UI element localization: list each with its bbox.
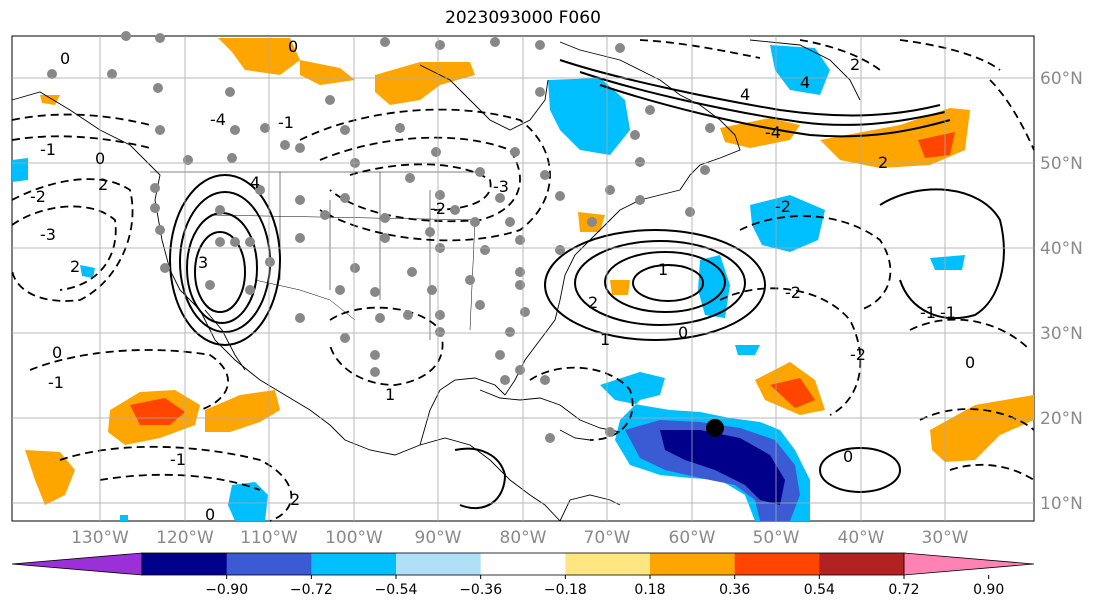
contour-label: 0 [288, 37, 298, 56]
colorbar-swatch [734, 553, 820, 575]
contour-label: 0 [52, 343, 62, 362]
contour-label: 0 [678, 323, 688, 342]
contour-label: 2 [850, 55, 860, 74]
observation-stations [47, 31, 715, 443]
colorbar-tick-label: −0.72 [290, 582, 333, 598]
colorbar-tick-label: 0.18 [634, 582, 665, 598]
contour-label: 3 [198, 253, 208, 272]
contour-label: 4 [800, 73, 810, 92]
contour-label: -3 [40, 225, 56, 244]
contour-label: 4 [740, 85, 750, 104]
shaded-anomalies [12, 38, 1034, 521]
colorbar-tick-label: 0.72 [888, 582, 919, 598]
lon-label: 40°W [838, 528, 885, 548]
contours-positive [169, 59, 1005, 510]
contour-label: 2 [878, 153, 888, 172]
lat-label: 10°N [1040, 494, 1083, 514]
colorbar-tick-label: 0.90 [973, 582, 1004, 598]
colorbar-swatch [565, 553, 651, 575]
graticule [12, 36, 1034, 521]
colorbar-outline [141, 552, 905, 576]
contour-label: 0 [965, 353, 975, 372]
lon-label: 70°W [584, 528, 631, 548]
colorbar-tick-label: −0.36 [459, 582, 502, 598]
lon-label: 90°W [415, 528, 462, 548]
map-title: 2023093000 F060 [445, 8, 601, 28]
contour-label: -4 [210, 110, 226, 129]
contour-label: 2 [588, 293, 598, 312]
contour-label: 1 [658, 260, 668, 279]
contour-label: -2 [785, 283, 801, 302]
lon-label: 130°W [71, 528, 129, 548]
latitude-axis: 60°N 50°N 40°N 30°N 20°N 10°N [1040, 69, 1083, 514]
colorbar-tick-label: −0.18 [544, 582, 587, 598]
contour-label: -3 [493, 177, 509, 196]
storm-center-marker [706, 419, 724, 437]
contour-label: 0 [843, 447, 853, 466]
contour-label: 0 [95, 149, 105, 168]
lat-label: 60°N [1040, 69, 1083, 89]
colorbar-tick-label: −0.54 [375, 582, 418, 598]
colorbar-extend-low [11, 552, 143, 576]
lat-label: 30°N [1040, 324, 1083, 344]
lat-label: 40°N [1040, 239, 1083, 259]
lon-label: 110°W [240, 528, 298, 548]
colorbar-tick-label: 0.36 [719, 582, 750, 598]
contour-label: -1 [920, 303, 936, 322]
colorbar-swatch [480, 553, 566, 575]
contour-label: -1 [170, 450, 186, 469]
colorbar-swatch [819, 553, 905, 575]
lon-label: 80°W [500, 528, 547, 548]
colorbar-swatch [650, 553, 736, 575]
colorbar: −0.90 −0.72 −0.54 −0.36 −0.18 0.18 0.36 0.54 0.7… [11, 552, 1035, 598]
colorbar-tick-label: 0.54 [804, 582, 835, 598]
lon-label: 50°W [753, 528, 800, 548]
contour-label: -2 [30, 187, 46, 206]
lat-label: 50°N [1040, 154, 1083, 174]
contour-label: -1 [40, 140, 56, 159]
contour-label: -1 [48, 373, 64, 392]
lon-label: 120°W [156, 528, 214, 548]
colorbar-swatch [226, 553, 312, 575]
contour-label: 1 [385, 385, 395, 404]
colorbar-tick-label: −0.90 [205, 582, 248, 598]
contour-label: -1 [278, 113, 294, 132]
contour-label: -1 [940, 303, 956, 322]
contour-labels: 0 0 -1 -2 -1 0 2 4 -3 -4 -2 -1 0 1 2 3 4… [30, 37, 975, 524]
contour-label: -2 [430, 199, 446, 218]
colorbar-swatch [311, 553, 397, 575]
contour-label: 0 [205, 505, 215, 524]
contour-label: -4 [765, 123, 781, 142]
colorbar-extend-high [903, 552, 1035, 576]
contour-label: -2 [775, 197, 791, 216]
contours-negative [11, 39, 1035, 522]
contour-label: 0 [60, 49, 70, 68]
colorbar-swatch [142, 553, 228, 575]
colorbar-swatch [396, 553, 482, 575]
lon-label: 60°W [669, 528, 716, 548]
contour-label: 2 [290, 490, 300, 509]
lon-label: 30°W [922, 528, 969, 548]
contour-label: -2 [850, 345, 866, 364]
contour-label: 1 [600, 330, 610, 349]
lat-label: 20°N [1040, 409, 1083, 429]
contour-label: 2 [98, 175, 108, 194]
contour-label: 4 [250, 173, 260, 192]
longitude-axis: 130°W 120°W 110°W 100°W 90°W 80°W 70°W 6… [71, 528, 969, 548]
contour-label: 2 [70, 257, 80, 276]
lon-label: 100°W [325, 528, 383, 548]
